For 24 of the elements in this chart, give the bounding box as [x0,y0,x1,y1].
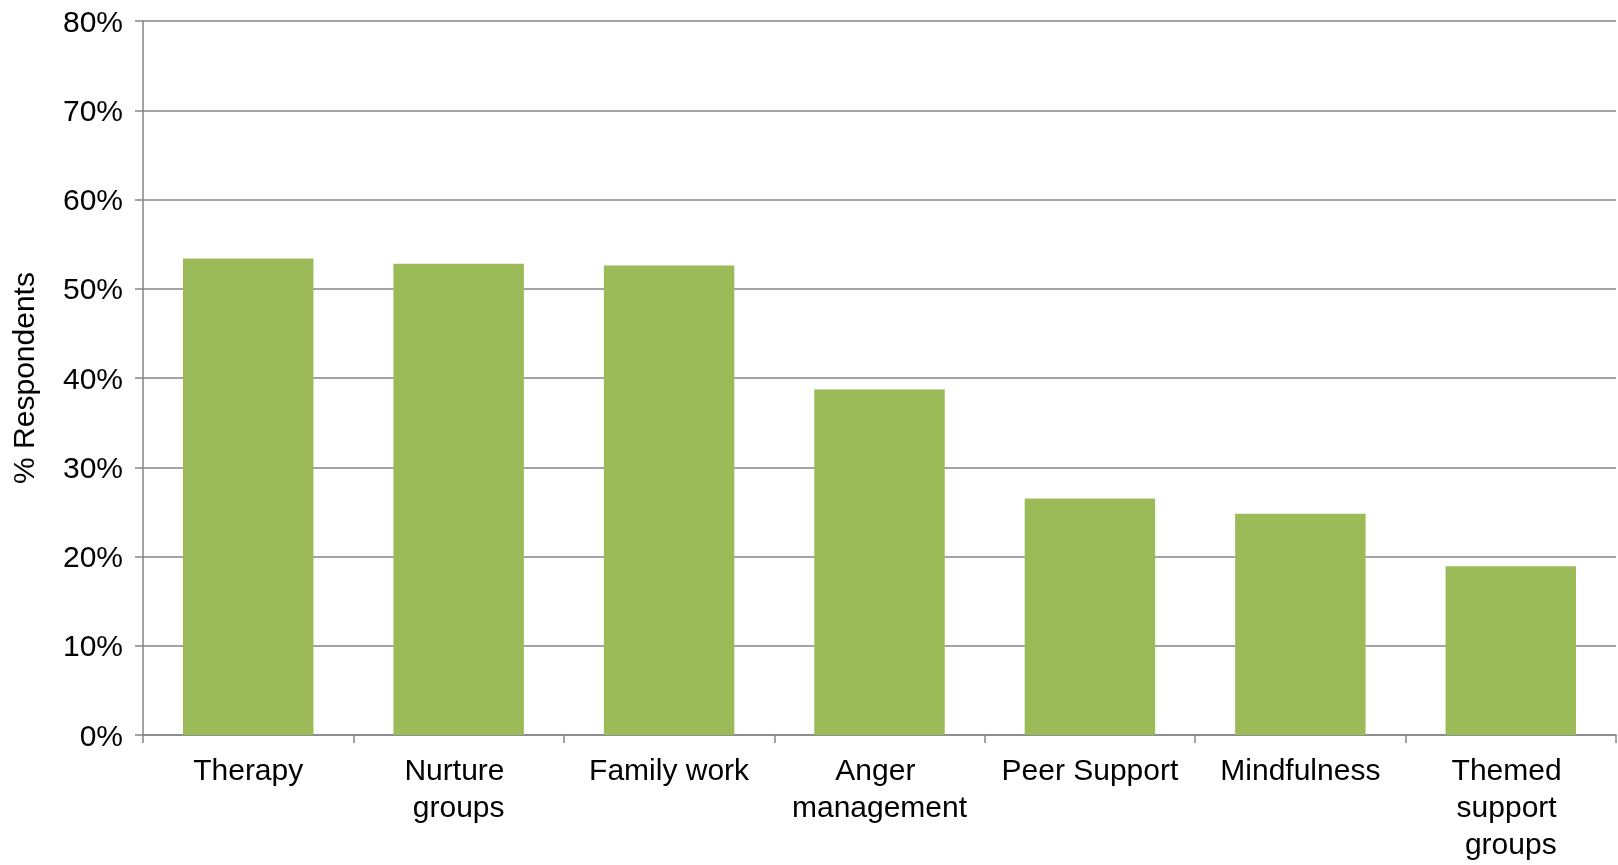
bar [393,263,524,735]
bar [1445,566,1577,735]
y-tick-label: 10% [62,629,123,663]
y-tick-label: 80% [62,4,123,38]
bar [814,389,945,735]
bar [1024,498,1156,735]
x-tick-label: Themed support groups [1451,753,1570,860]
x-tick-label: Peer Support [1001,753,1179,786]
y-tick-label: 0% [79,718,123,752]
x-tick-label: Therapy [193,753,304,786]
y-tick-label: 70% [62,93,123,127]
y-tick-label: 20% [62,540,123,573]
x-tick-label: Family work [589,753,751,786]
x-tick-label: Mindfulness [1220,753,1381,786]
bar [182,258,314,735]
bar [1235,513,1366,735]
y-tick-label: 60% [62,183,123,216]
y-tick-label: 40% [62,361,123,395]
y-tick-label: 30% [62,450,123,484]
x-tick-label: Nurture groups [404,753,513,823]
x-tick-label: Anger management [791,753,968,823]
y-tick-label: 50% [62,272,123,306]
y-axis-title: % Respondents [6,272,40,484]
bar [603,265,735,735]
